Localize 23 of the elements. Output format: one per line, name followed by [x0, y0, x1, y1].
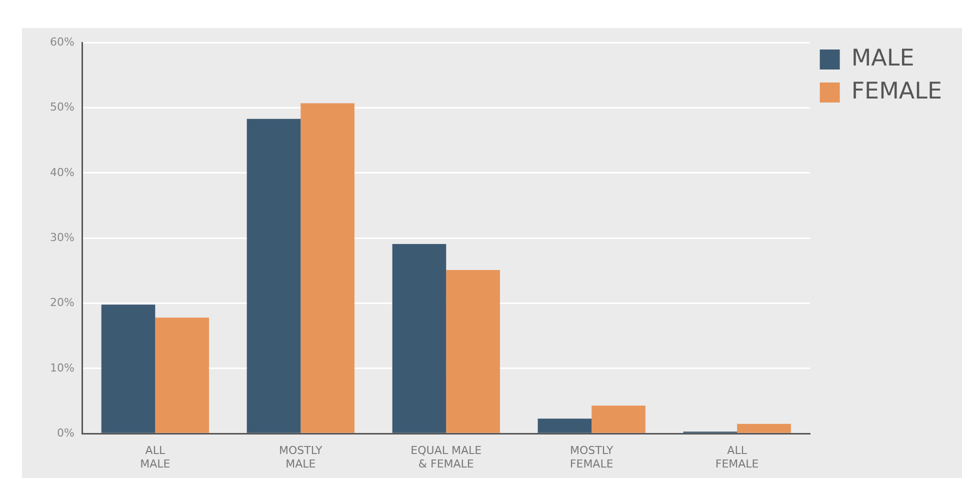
bar: [246, 118, 301, 433]
y-tick-label: 60%: [50, 35, 74, 48]
x-tick-label: MOSTLY FEMALE: [570, 444, 614, 470]
y-tick-label: 30%: [50, 230, 74, 244]
y-tick-label: 20%: [50, 296, 74, 310]
bar: [538, 418, 592, 433]
bar: [392, 244, 446, 433]
x-tick-label: MOSTLY MALE: [279, 444, 323, 470]
legend-label: MALE: [851, 45, 914, 72]
bar: [300, 103, 354, 433]
legend-label: FEMALE: [851, 78, 942, 104]
y-tick-label: 10%: [50, 361, 74, 374]
y-tick-label: 50%: [50, 100, 74, 114]
x-tick-label: EQUAL MALE & FEMALE: [410, 444, 482, 470]
x-tick-label: ALL MALE: [140, 444, 170, 470]
bar: [592, 406, 646, 433]
x-tick-label: ALL FEMALE: [715, 444, 759, 470]
y-tick-label: 40%: [50, 166, 74, 179]
y-tick-label: 0%: [56, 426, 74, 440]
bar: [155, 318, 210, 433]
bar: [737, 424, 791, 433]
bar: [101, 304, 156, 433]
bar: [446, 270, 500, 433]
